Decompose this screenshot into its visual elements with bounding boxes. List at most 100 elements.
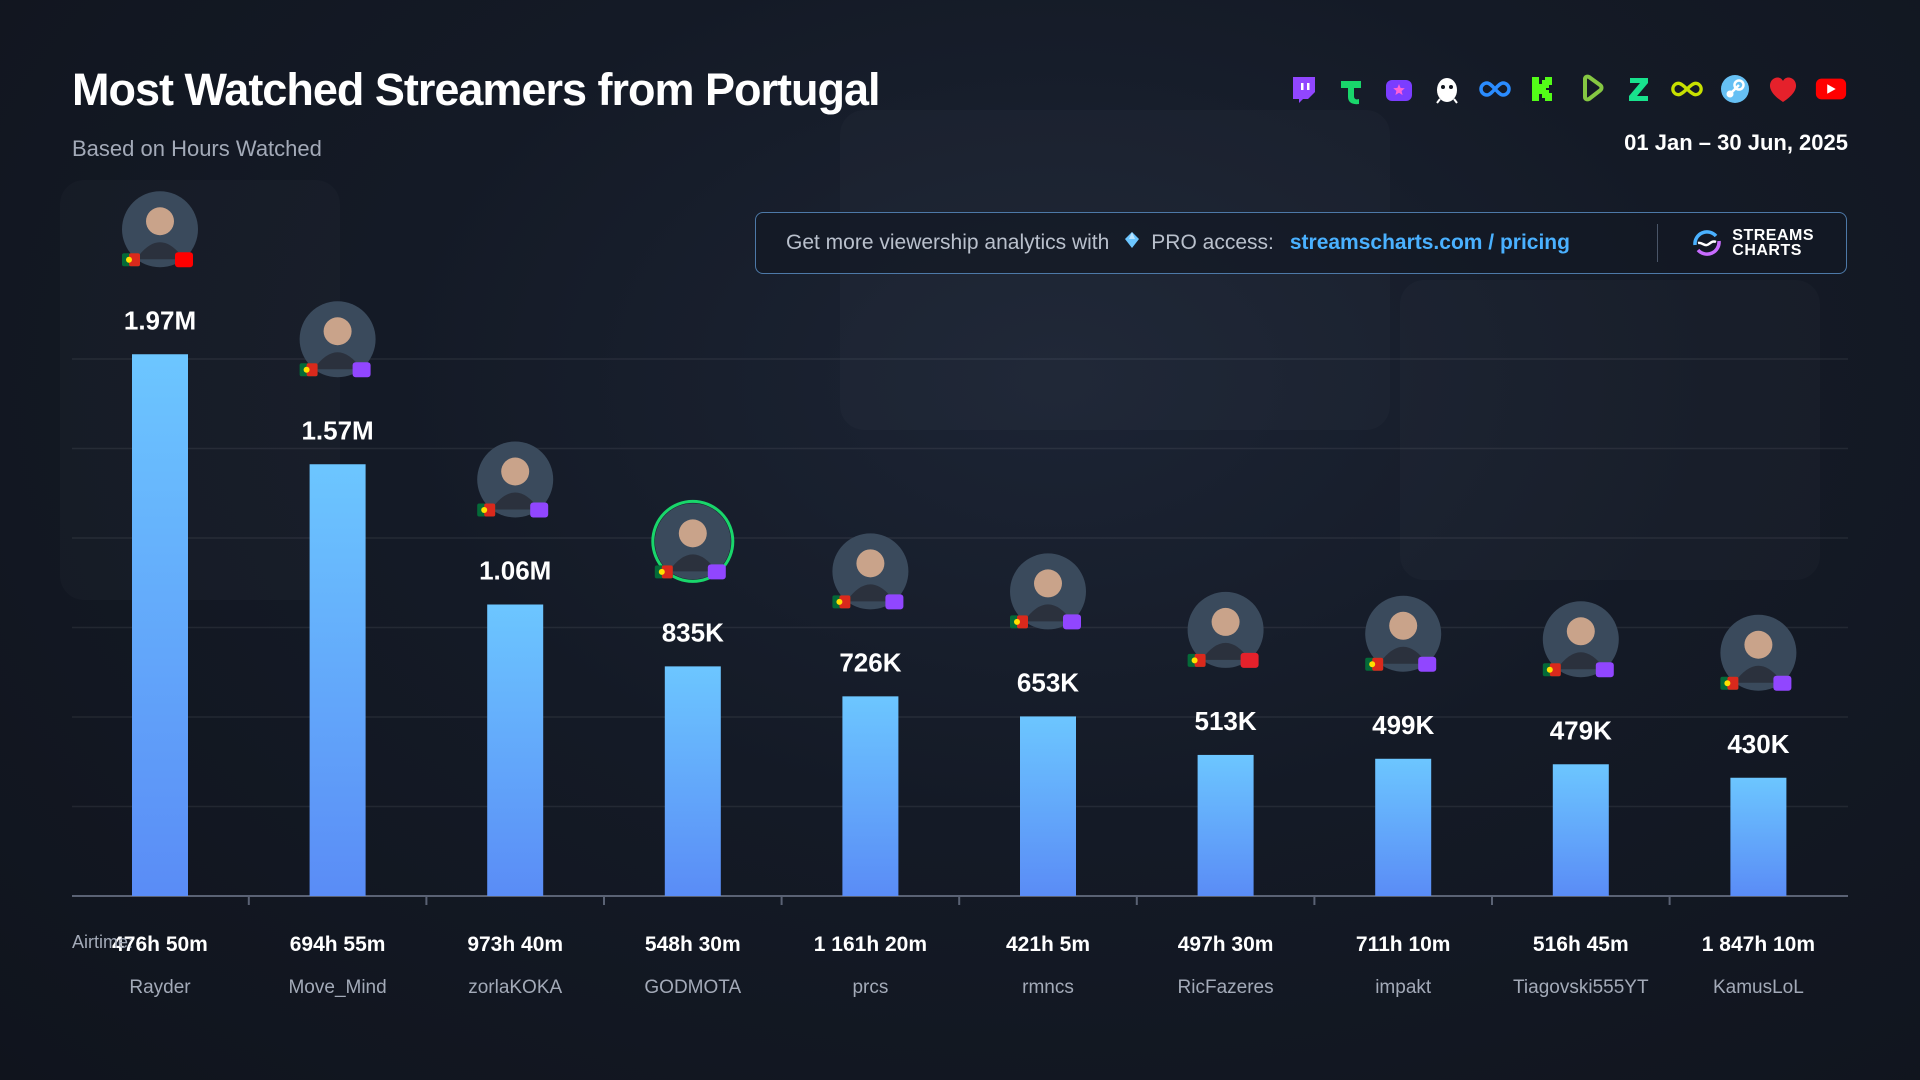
value-label: 513K [1195, 706, 1257, 736]
category-label: RicFazeres [1178, 977, 1274, 998]
vkplay-icon [1382, 72, 1416, 106]
bar [1730, 777, 1787, 896]
airtime-label: Airtime: [72, 932, 134, 952]
twitch-icon [1286, 72, 1320, 106]
bar-group: 430K [1720, 614, 1797, 896]
avatar-body [1024, 604, 1072, 622]
portugal-flag-icon [1724, 680, 1731, 687]
twitch-icon [707, 564, 726, 580]
portugal-flag-icon [1546, 666, 1553, 673]
value-label: 499K [1372, 710, 1434, 740]
twitch-icon [352, 362, 371, 378]
promo-banner[interactable]: Get more viewership analytics with PRO a… [755, 212, 1847, 274]
avatar-body [491, 492, 540, 510]
category-label: impakt [1375, 977, 1432, 998]
bar-group: 653K [1010, 553, 1086, 896]
portugal-flag-icon [1194, 653, 1206, 667]
avatar [1010, 553, 1086, 630]
date-range: 01 Jan – 30 Jun, 2025 [1624, 130, 1848, 155]
avatar-body [668, 554, 717, 572]
avatar-body [313, 352, 362, 370]
category-label: prcs [852, 977, 888, 998]
twitch-icon [1595, 662, 1614, 678]
airtime-value: 497h 30m [1178, 933, 1274, 956]
avatar-body [1379, 646, 1428, 664]
avatar-head [856, 549, 885, 578]
pricing-link[interactable]: streamscharts.com / pricing [1289, 231, 1570, 254]
portugal-flag-icon [1014, 618, 1020, 625]
bar-group: 726K [832, 533, 909, 896]
portugal-flag-icon [126, 256, 132, 263]
avatar-head [501, 457, 530, 486]
avatar [122, 191, 198, 268]
bar [1552, 764, 1609, 896]
bar-group: 513K [1187, 591, 1264, 896]
airtime-value: 548h 30m [645, 933, 741, 956]
airtime-value: 1 847h 10m [1702, 933, 1815, 956]
portugal-flag-icon [836, 598, 843, 605]
portugal-flag-icon [1727, 676, 1739, 690]
avatar [832, 533, 909, 610]
promo-text: Get more viewership analytics with [786, 231, 1110, 254]
portugal-flag-icon [303, 366, 310, 373]
bar-group: 835K [651, 499, 735, 896]
chart-subtitle: Based on Hours Watched [72, 136, 322, 161]
bilibili-icon [1430, 72, 1464, 106]
portugal-flag-icon [839, 595, 851, 609]
airtime-value: 711h 10m [1356, 933, 1451, 956]
airtime-value: 973h 40m [467, 933, 563, 956]
avatar-head [1034, 569, 1062, 598]
bar [842, 696, 899, 896]
avatar [1542, 601, 1619, 678]
avatar-body [1734, 665, 1783, 683]
heart-icon [1766, 72, 1800, 106]
bar [309, 464, 366, 896]
logo-line-1: STREAMS [1732, 227, 1814, 244]
portugal-flag-icon [1369, 661, 1376, 668]
portugal-flag-icon [1372, 657, 1384, 671]
avatar-body [1201, 642, 1250, 660]
avatar [1720, 614, 1797, 691]
avatar-head [1211, 607, 1240, 636]
streamscharts-logo: STREAMS CHARTS [1690, 227, 1814, 259]
twitch-icon [530, 502, 549, 518]
streamscharts-logo-icon [1693, 230, 1722, 256]
platform-icons [1286, 72, 1848, 106]
promo-pro-label: PRO access: [1151, 231, 1274, 254]
portugal-flag-icon [481, 507, 488, 513]
z-icon [1622, 72, 1656, 106]
value-label: 1.97M [124, 305, 196, 335]
avatar [1187, 591, 1264, 668]
bar [1375, 758, 1432, 896]
value-label: 835K [662, 617, 724, 647]
infinity-icon [1478, 72, 1512, 106]
bar-group: 479K [1542, 601, 1619, 896]
category-label: GODMOTA [644, 977, 741, 998]
value-label: 1.57M [301, 415, 373, 445]
value-label: 479K [1550, 715, 1612, 745]
heart-icon [1240, 652, 1259, 668]
avatar-head [146, 207, 174, 236]
avatar-head [1744, 630, 1773, 659]
avatar [299, 301, 376, 378]
airtime-value: 421h 5m [1006, 933, 1090, 956]
category-label: KamusLoL [1713, 977, 1804, 998]
portugal-flag-icon [658, 568, 665, 575]
twitch-icon [1418, 656, 1437, 672]
avatar [651, 499, 735, 583]
twitch-icon [885, 594, 904, 610]
bar [132, 354, 188, 896]
portugal-flag-icon [1191, 657, 1198, 664]
avatar-head [1389, 611, 1418, 640]
category-label: Rayder [129, 977, 191, 998]
portugal-flag-icon [306, 363, 318, 377]
portugal-flag-icon [661, 565, 673, 579]
value-label: 1.06M [479, 556, 551, 586]
avatar [1365, 595, 1442, 672]
rumble-icon [1574, 72, 1608, 106]
category-label: zorlaKOKA [468, 977, 562, 998]
airtime-value: 694h 55m [290, 933, 386, 956]
trovo-icon [1334, 72, 1368, 106]
bar-group: 1.97M [122, 191, 198, 896]
